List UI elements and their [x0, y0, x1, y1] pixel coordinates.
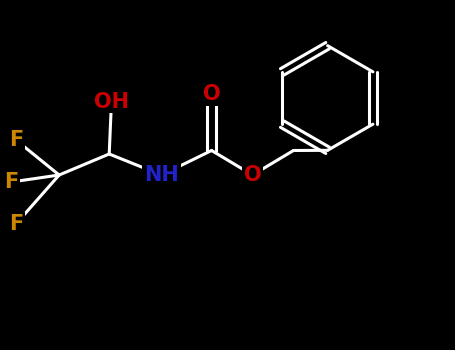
Text: O: O	[244, 165, 261, 185]
Text: F: F	[9, 214, 23, 234]
Text: F: F	[9, 130, 23, 150]
Text: O: O	[203, 84, 220, 105]
Text: OH: OH	[94, 91, 129, 112]
Text: F: F	[4, 172, 19, 192]
Text: NH: NH	[144, 165, 179, 185]
